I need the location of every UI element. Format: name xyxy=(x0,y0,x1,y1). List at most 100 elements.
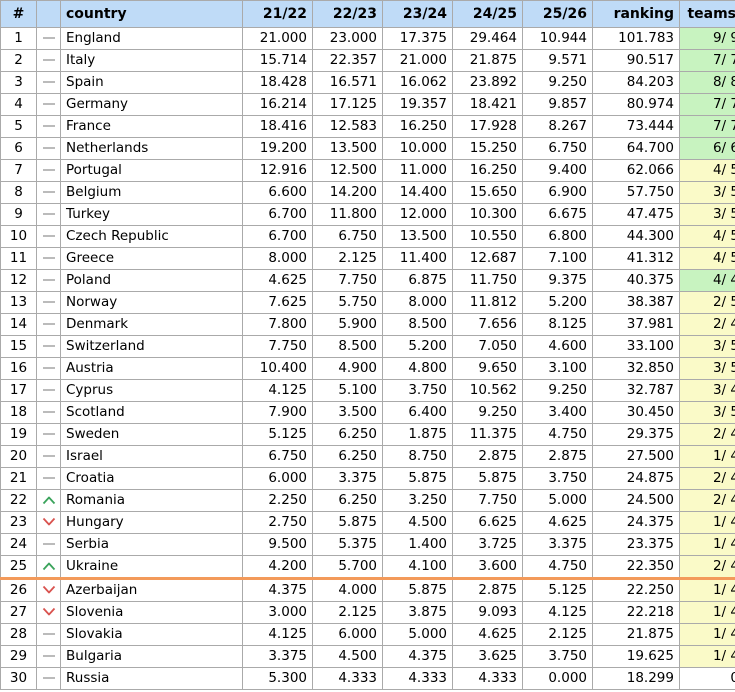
rank-cell: 6 xyxy=(0,137,37,160)
season-22-23-cell: 5.375 xyxy=(312,533,383,556)
ranking-cell: 62.066 xyxy=(592,159,680,182)
no-change-dash-icon xyxy=(42,55,56,65)
rank-up-chevron-icon xyxy=(42,495,56,505)
rank-cell: 29 xyxy=(0,645,37,668)
season-25-26-cell: 4.625 xyxy=(522,511,593,534)
country-cell: Sweden xyxy=(60,423,243,446)
movement-cell xyxy=(36,401,61,424)
ranking-cell: 37.981 xyxy=(592,313,680,336)
teams-cell: 2/ 4 xyxy=(679,467,735,490)
season-25-26-cell: 3.375 xyxy=(522,533,593,556)
table-row[interactable]: 8 Belgium 6.600 14.200 14.400 15.650 6.900 57.7… xyxy=(0,181,735,204)
header-season-23-24[interactable]: 23/24 xyxy=(382,0,453,28)
table-row[interactable]: 5 France 18.416 12.583 16.250 17.928 8.267 73.4… xyxy=(0,115,735,138)
header-ranking[interactable]: ranking xyxy=(592,0,680,28)
table-row[interactable]: 3 Spain 18.428 16.571 16.062 23.892 9.250 84.20… xyxy=(0,71,735,94)
country-cell: Belgium xyxy=(60,181,243,204)
season-22-23-cell: 2.125 xyxy=(312,601,383,624)
ranking-cell: 47.475 xyxy=(592,203,680,226)
header-country[interactable]: country xyxy=(60,0,243,28)
table-row[interactable]: 6 Netherlands 19.200 13.500 10.000 15.250 6.75… xyxy=(0,137,735,160)
season-22-23-cell: 6.250 xyxy=(312,423,383,446)
rank-cell: 27 xyxy=(0,601,37,624)
country-cell: France xyxy=(60,115,243,138)
country-cell: Denmark xyxy=(60,313,243,336)
season-22-23-cell: 6.000 xyxy=(312,623,383,646)
season-24-25-cell: 3.625 xyxy=(452,645,523,668)
table-row[interactable]: 27 Slovenia 3.000 2.125 3.875 9.093 4.125 22.21… xyxy=(0,601,735,624)
table-row[interactable]: 12 Poland 4.625 7.750 6.875 11.750 9.375 40.375… xyxy=(0,269,735,292)
ranking-cell: 38.387 xyxy=(592,291,680,314)
season-23-24-cell: 6.400 xyxy=(382,401,453,424)
teams-cell: 7/ 7 xyxy=(679,93,735,116)
table-row[interactable]: 4 Germany 16.214 17.125 19.357 18.421 9.857 80.… xyxy=(0,93,735,116)
movement-cell xyxy=(36,27,61,50)
season-22-23-cell: 8.500 xyxy=(312,335,383,358)
season-25-26-cell: 4.125 xyxy=(522,601,593,624)
season-25-26-cell: 3.100 xyxy=(522,357,593,380)
header-season-25-26[interactable]: 25/26 xyxy=(522,0,593,28)
table-row[interactable]: 9 Turkey 6.700 11.800 12.000 10.300 6.675 47.47… xyxy=(0,203,735,226)
teams-cell: 6/ 6 xyxy=(679,137,735,160)
table-row[interactable]: 21 Croatia 6.000 3.375 5.875 5.875 3.750 24.875… xyxy=(0,467,735,490)
ranking-cell: 29.375 xyxy=(592,423,680,446)
season-24-25-cell: 12.687 xyxy=(452,247,523,270)
table-row[interactable]: 10 Czech Republic 6.700 6.750 13.500 10.550 6.… xyxy=(0,225,735,248)
teams-cell: 1/ 4 xyxy=(679,601,735,624)
rank-cell: 28 xyxy=(0,623,37,646)
table-row[interactable]: 2 Italy 15.714 22.357 21.000 21.875 9.571 90.51… xyxy=(0,49,735,72)
table-row[interactable]: 1 England 21.000 23.000 17.375 29.464 10.944 10… xyxy=(0,27,735,50)
season-22-23-cell: 3.375 xyxy=(312,467,383,490)
header-rank[interactable]: # xyxy=(0,0,37,28)
country-cell: England xyxy=(60,27,243,50)
table-row[interactable]: 13 Norway 7.625 5.750 8.000 11.812 5.200 38.387… xyxy=(0,291,735,314)
header-season-21-22[interactable]: 21/22 xyxy=(242,0,313,28)
table-row[interactable]: 25 Ukraine 4.200 5.700 4.100 3.600 4.750 22.350… xyxy=(0,555,735,580)
teams-cell: 7/ 7 xyxy=(679,49,735,72)
header-season-24-25[interactable]: 24/25 xyxy=(452,0,523,28)
country-cell: Croatia xyxy=(60,467,243,490)
table-row[interactable]: 14 Denmark 7.800 5.900 8.500 7.656 8.125 37.981… xyxy=(0,313,735,336)
season-25-26-cell: 9.571 xyxy=(522,49,593,72)
ranking-cell: 80.974 xyxy=(592,93,680,116)
season-24-25-cell: 15.250 xyxy=(452,137,523,160)
ranking-cell: 44.300 xyxy=(592,225,680,248)
table-row[interactable]: 7 Portugal 12.916 12.500 11.000 16.250 9.400 62… xyxy=(0,159,735,182)
ranking-cell: 27.500 xyxy=(592,445,680,468)
table-row[interactable]: 26 Azerbaijan 4.375 4.000 5.875 2.875 5.125 22.… xyxy=(0,578,735,602)
season-23-24-cell: 5.875 xyxy=(382,578,453,602)
country-cell: Spain xyxy=(60,71,243,94)
season-25-26-cell: 3.750 xyxy=(522,645,593,668)
no-change-dash-icon xyxy=(42,165,56,175)
ranking-cell: 19.625 xyxy=(592,645,680,668)
season-22-23-cell: 4.500 xyxy=(312,645,383,668)
table-row[interactable]: 19 Sweden 5.125 6.250 1.875 11.375 4.750 29.375… xyxy=(0,423,735,446)
rank-down-chevron-icon xyxy=(42,517,56,527)
header-movement xyxy=(36,0,61,28)
table-row[interactable]: 16 Austria 10.400 4.900 4.800 9.650 3.100 32.85… xyxy=(0,357,735,380)
ranking-cell: 22.250 xyxy=(592,578,680,602)
table-row[interactable]: 29 Bulgaria 3.375 4.500 4.375 3.625 3.750 19.62… xyxy=(0,645,735,668)
season-21-22-cell: 7.750 xyxy=(242,335,313,358)
table-row[interactable]: 11 Greece 8.000 2.125 11.400 12.687 7.100 41.31… xyxy=(0,247,735,270)
table-row[interactable]: 15 Switzerland 7.750 8.500 5.200 7.050 4.600 33… xyxy=(0,335,735,358)
season-21-22-cell: 7.900 xyxy=(242,401,313,424)
season-21-22-cell: 2.250 xyxy=(242,489,313,512)
table-row[interactable]: 22 Romania 2.250 6.250 3.250 7.750 5.000 24.500… xyxy=(0,489,735,512)
movement-cell xyxy=(36,181,61,204)
table-row[interactable]: 18 Scotland 7.900 3.500 6.400 9.250 3.400 30.45… xyxy=(0,401,735,424)
table-row[interactable]: 23 Hungary 2.750 5.875 4.500 6.625 4.625 24.375… xyxy=(0,511,735,534)
table-row[interactable]: 17 Cyprus 4.125 5.100 3.750 10.562 9.250 32.787… xyxy=(0,379,735,402)
table-row[interactable]: 24 Serbia 9.500 5.375 1.400 3.725 3.375 23.375 1… xyxy=(0,533,735,556)
season-23-24-cell: 8.750 xyxy=(382,445,453,468)
table-row[interactable]: 28 Slovakia 4.125 6.000 5.000 4.625 2.125 21.87… xyxy=(0,623,735,646)
table-row[interactable]: 20 Israel 6.750 6.250 8.750 2.875 2.875 27.500 1… xyxy=(0,445,735,468)
header-teams[interactable]: teams xyxy=(679,0,735,28)
country-cell: Poland xyxy=(60,269,243,292)
season-25-26-cell: 4.750 xyxy=(522,555,593,580)
header-season-22-23[interactable]: 22/23 xyxy=(312,0,383,28)
season-21-22-cell: 21.000 xyxy=(242,27,313,50)
season-25-26-cell: 6.675 xyxy=(522,203,593,226)
